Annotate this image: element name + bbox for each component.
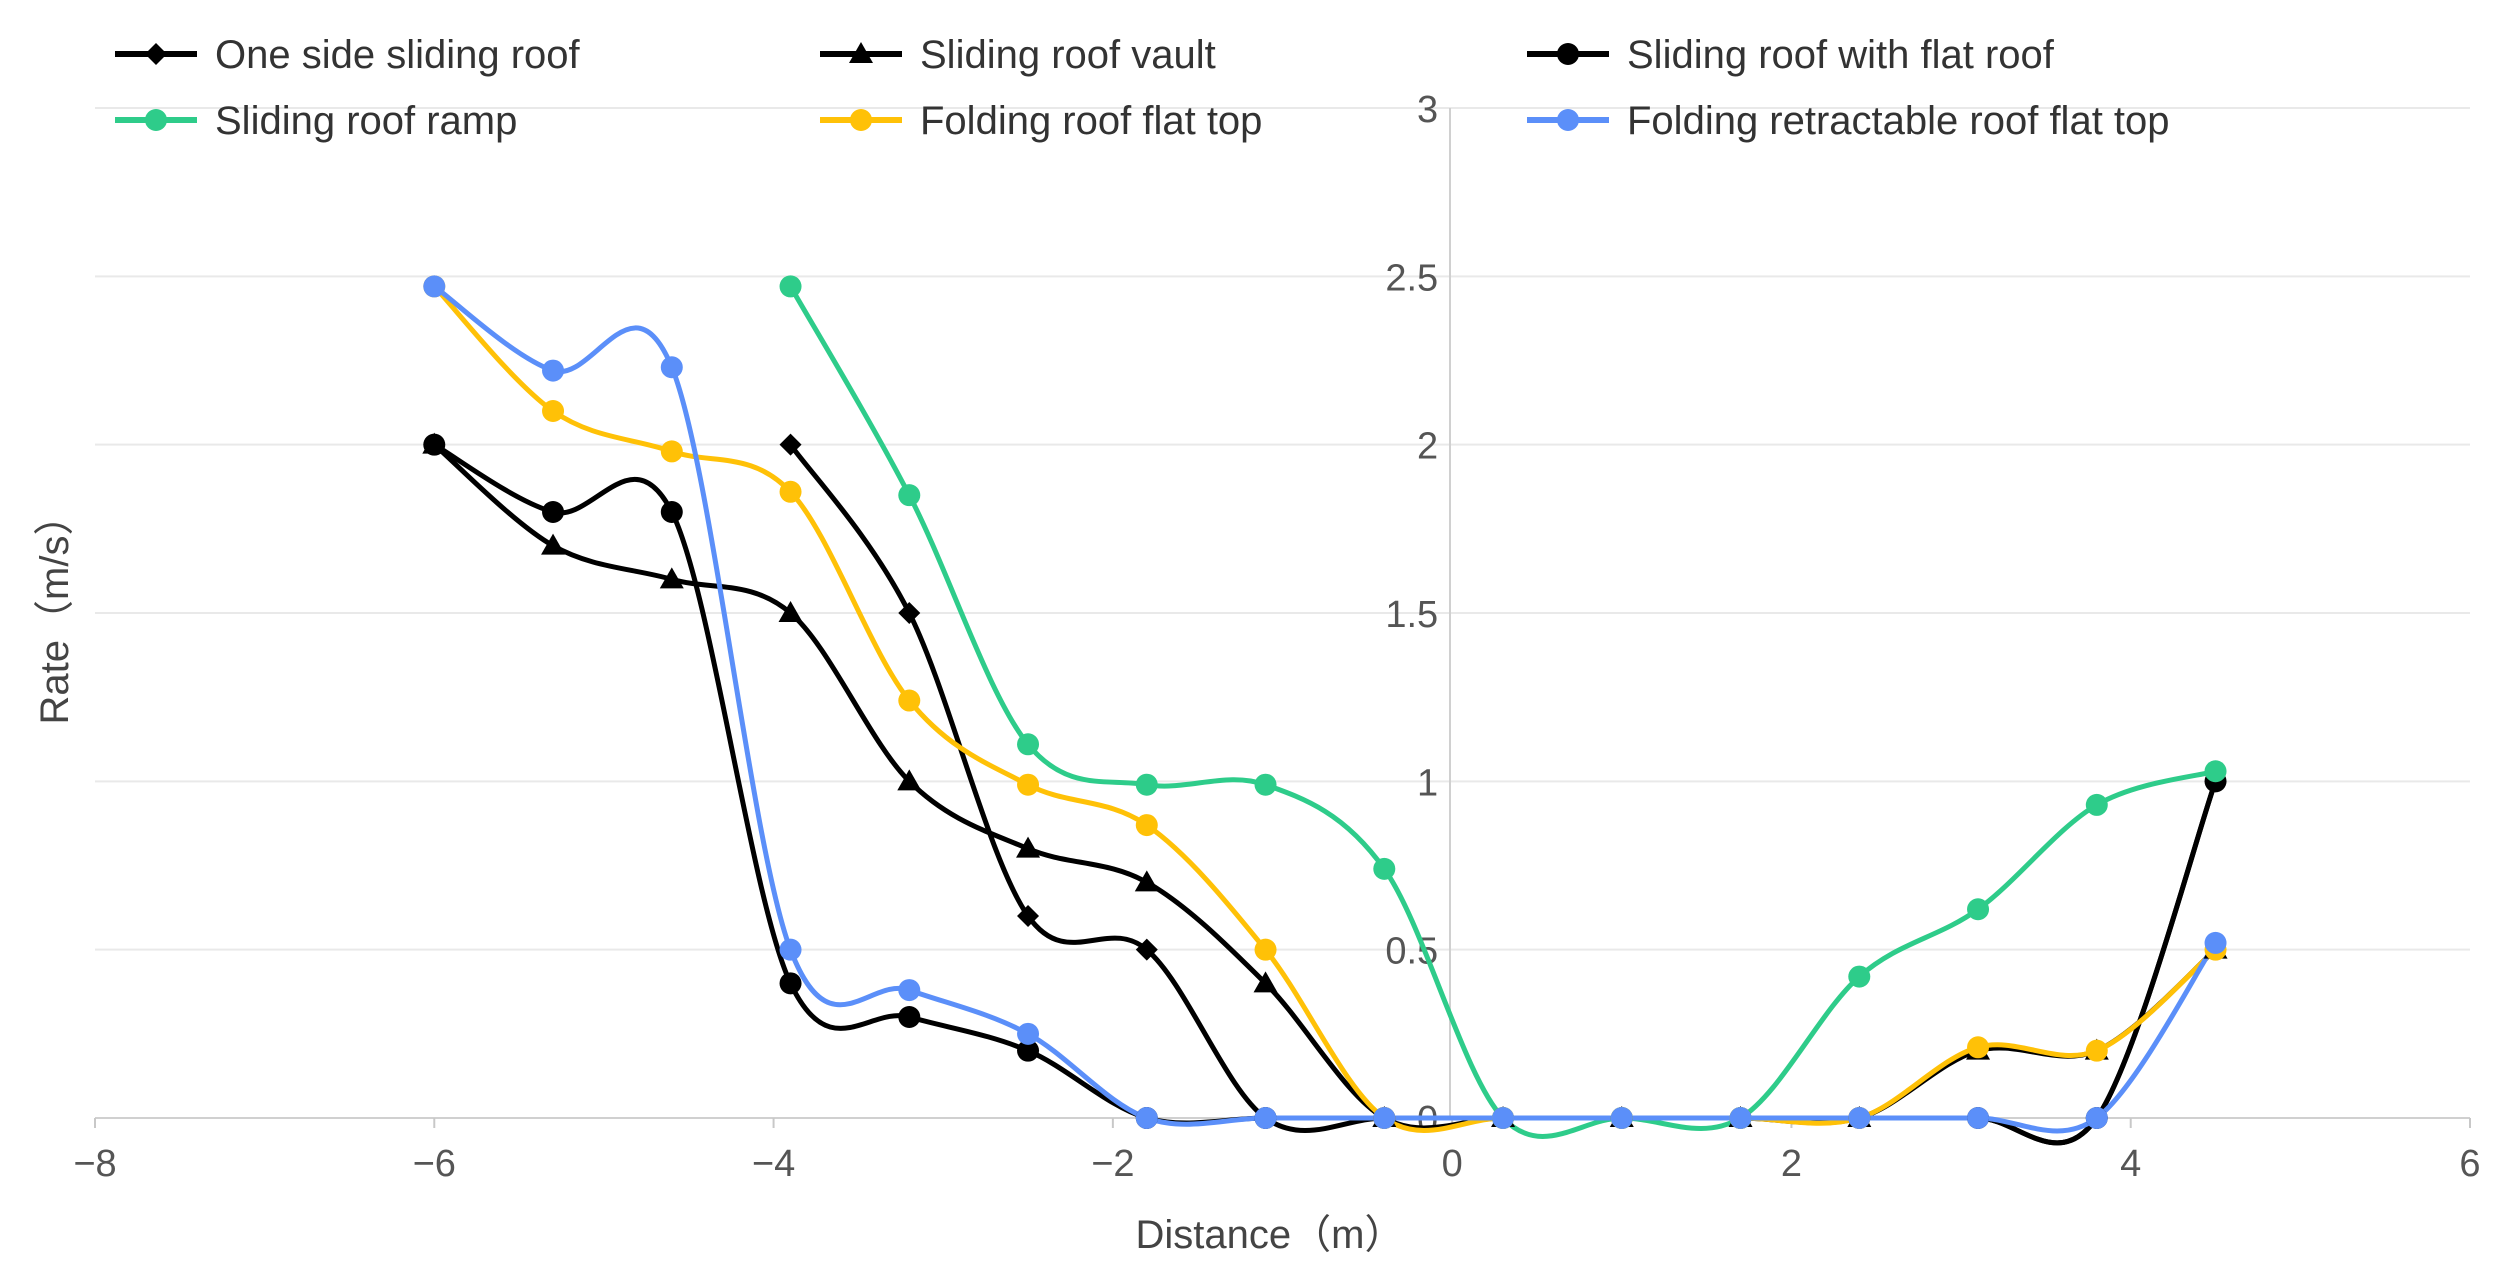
data-point-series-1 <box>897 769 922 791</box>
legend-item-5[interactable]: Folding retractable roof flat top <box>1527 99 2170 143</box>
data-point-series-3 <box>1967 898 1990 921</box>
data-point-series-5 <box>423 275 446 298</box>
legend-label: Folding retractable roof flat top <box>1627 99 2170 143</box>
data-point-series-4 <box>1135 814 1158 837</box>
series-line-4 <box>431 283 2218 1133</box>
data-point-series-3 <box>2204 760 2227 783</box>
series-markers <box>422 275 2228 1129</box>
x-tick-label: −4 <box>752 1143 795 1185</box>
y-axis-title: Rate（m/s） <box>33 496 77 725</box>
x-tick-label: 4 <box>2120 1143 2141 1185</box>
data-point-series-5 <box>1254 1107 1277 1129</box>
data-point-series-0 <box>1135 938 1158 961</box>
data-point-series-5 <box>660 356 683 379</box>
data-point-series-0 <box>1017 905 1040 927</box>
legend-label: Sliding roof vault <box>920 33 1216 77</box>
y-tick-label: 2.5 <box>1385 257 1438 299</box>
legend-label: Sliding roof ramp <box>215 99 517 143</box>
data-point-series-4 <box>542 400 565 422</box>
data-point-series-3 <box>1848 965 1871 988</box>
legend-swatch-marker <box>1557 109 1579 131</box>
series-line-1 <box>431 442 2218 1131</box>
data-point-series-5 <box>1729 1107 1752 1129</box>
y-tick-label: 2 <box>1417 426 1438 468</box>
data-point-series-3 <box>898 484 921 507</box>
x-tick-label: 6 <box>2459 1143 2480 1185</box>
data-point-series-2 <box>423 433 446 456</box>
x-tick-label: −6 <box>413 1143 456 1185</box>
data-point-series-5 <box>1492 1107 1515 1129</box>
data-point-series-3 <box>1017 733 1040 756</box>
data-point-series-5 <box>779 938 802 961</box>
data-point-series-3 <box>1254 773 1277 796</box>
data-point-series-5 <box>1610 1107 1633 1129</box>
x-axis-title: Distance（m） <box>1136 1213 1405 1257</box>
legend-swatch-marker <box>145 43 167 65</box>
data-point-series-0 <box>779 433 802 456</box>
legend-item-1[interactable]: Sliding roof vault <box>820 33 1216 77</box>
series-lines <box>431 283 2218 1146</box>
legend: One side sliding roof Sliding roof vault S… <box>115 33 2170 143</box>
data-point-series-5 <box>1967 1107 1990 1129</box>
legend-item-2[interactable]: Sliding roof with flat roof <box>1527 33 2055 77</box>
grid-lines <box>95 107 2470 951</box>
data-point-series-1 <box>659 567 684 589</box>
data-point-series-0 <box>898 602 921 624</box>
data-point-series-3 <box>1373 857 1396 880</box>
data-point-series-2 <box>660 501 683 523</box>
legend-item-0[interactable]: One side sliding roof <box>115 33 581 77</box>
data-point-series-4 <box>2085 1039 2108 1062</box>
legend-swatch-marker <box>1557 43 1579 65</box>
x-tick-label: −2 <box>1091 1143 1134 1185</box>
data-point-series-2 <box>779 972 802 995</box>
x-tick-label: 2 <box>1781 1143 1802 1185</box>
legend-swatch-marker <box>849 42 873 63</box>
data-point-series-5 <box>542 359 565 382</box>
data-point-series-5 <box>1848 1107 1871 1129</box>
y-tick-label: 1 <box>1417 762 1438 804</box>
data-point-series-4 <box>660 440 683 463</box>
legend-label: One side sliding roof <box>215 33 581 77</box>
x-tick-label: 0 <box>1442 1143 1463 1185</box>
data-point-series-5 <box>1135 1107 1158 1129</box>
x-tick-label: −8 <box>73 1143 116 1185</box>
data-point-series-1 <box>541 533 566 555</box>
data-point-series-4 <box>1967 1036 1990 1059</box>
data-point-series-2 <box>898 1006 921 1028</box>
data-point-series-5 <box>2204 931 2227 954</box>
data-point-series-1 <box>778 601 803 622</box>
data-point-series-1 <box>1134 870 1159 892</box>
legend-swatch-marker <box>145 109 167 131</box>
series-line-3 <box>788 283 2218 1139</box>
data-point-series-5 <box>898 979 921 1002</box>
series-line-5 <box>431 283 2218 1134</box>
data-point-series-4 <box>1017 773 1040 796</box>
y-tick-label: 1.5 <box>1385 594 1438 636</box>
legend-label: Sliding roof with flat roof <box>1627 33 2055 77</box>
legend-label: Folding roof flat top <box>920 99 1262 143</box>
data-point-series-5 <box>1373 1107 1396 1129</box>
data-point-series-3 <box>1135 773 1158 796</box>
data-point-series-2 <box>1017 1039 1040 1062</box>
legend-item-4[interactable]: Folding roof flat top <box>820 99 1262 143</box>
data-point-series-1 <box>1253 971 1278 993</box>
data-point-series-2 <box>542 501 565 523</box>
tick-labels: 00.511.522.53−8 −6 −4 −2 0 2 4 6 <box>73 89 2480 1185</box>
data-point-series-1 <box>1016 836 1041 858</box>
data-point-series-4 <box>779 480 802 503</box>
data-point-series-4 <box>1254 938 1277 961</box>
data-point-series-3 <box>779 275 802 298</box>
data-point-series-5 <box>2085 1107 2108 1129</box>
data-point-series-4 <box>898 689 921 712</box>
data-point-series-5 <box>1017 1022 1040 1045</box>
legend-swatch-marker <box>850 109 872 131</box>
series-line-0 <box>788 442 2218 1146</box>
data-point-series-3 <box>2085 793 2108 816</box>
legend-item-3[interactable]: Sliding roof ramp <box>115 99 517 143</box>
y-tick-label: 3 <box>1417 89 1438 131</box>
